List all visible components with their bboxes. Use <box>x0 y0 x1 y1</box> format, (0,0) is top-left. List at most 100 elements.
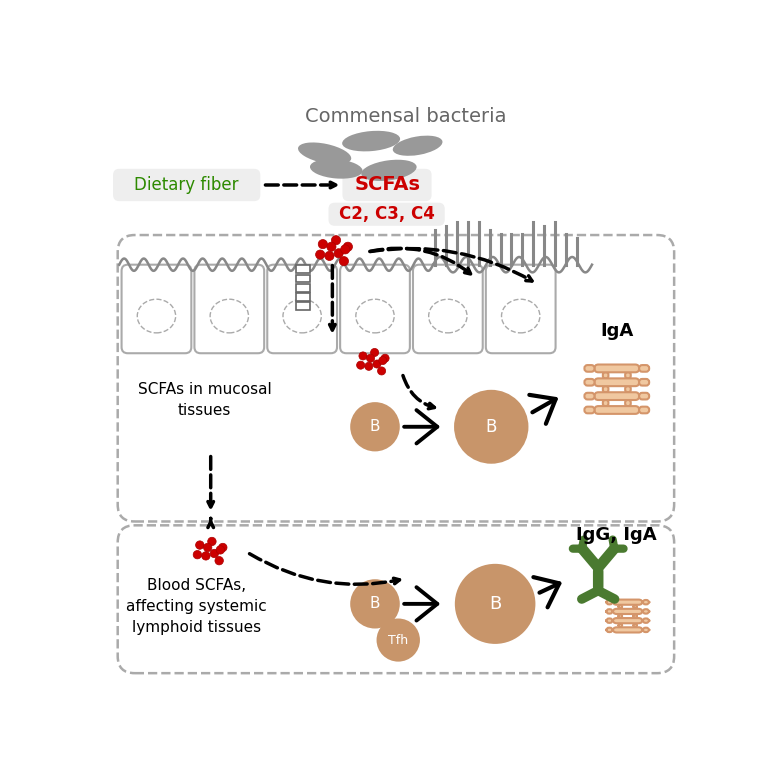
Circle shape <box>202 552 210 560</box>
Circle shape <box>378 367 386 375</box>
Circle shape <box>316 250 325 259</box>
FancyBboxPatch shape <box>603 386 608 392</box>
FancyBboxPatch shape <box>606 619 613 623</box>
Text: Tfh: Tfh <box>388 633 409 647</box>
FancyBboxPatch shape <box>634 605 637 609</box>
FancyBboxPatch shape <box>603 400 608 406</box>
Circle shape <box>341 245 350 254</box>
Circle shape <box>370 349 379 356</box>
FancyBboxPatch shape <box>329 203 445 226</box>
Circle shape <box>373 360 381 368</box>
Circle shape <box>356 361 365 370</box>
FancyBboxPatch shape <box>584 379 594 386</box>
FancyBboxPatch shape <box>584 365 594 372</box>
Bar <box>296 265 310 273</box>
Circle shape <box>343 242 353 251</box>
FancyBboxPatch shape <box>618 614 622 618</box>
FancyBboxPatch shape <box>643 619 649 623</box>
FancyBboxPatch shape <box>639 365 649 372</box>
FancyBboxPatch shape <box>625 400 631 406</box>
FancyBboxPatch shape <box>613 609 643 614</box>
Circle shape <box>216 545 224 554</box>
Bar <box>296 284 310 292</box>
Circle shape <box>350 402 400 451</box>
Circle shape <box>376 619 420 661</box>
FancyBboxPatch shape <box>340 265 410 353</box>
FancyBboxPatch shape <box>613 600 643 605</box>
FancyBboxPatch shape <box>194 265 264 353</box>
Circle shape <box>339 257 349 266</box>
Text: B: B <box>369 419 380 434</box>
Ellipse shape <box>310 159 362 179</box>
FancyBboxPatch shape <box>625 386 631 392</box>
Text: IgG, IgA: IgG, IgA <box>577 526 657 544</box>
FancyBboxPatch shape <box>413 265 483 353</box>
FancyBboxPatch shape <box>613 618 643 623</box>
FancyBboxPatch shape <box>639 379 649 386</box>
Circle shape <box>210 549 219 558</box>
FancyBboxPatch shape <box>618 623 622 627</box>
FancyBboxPatch shape <box>593 568 604 591</box>
Text: B: B <box>485 418 497 436</box>
Bar <box>296 293 310 301</box>
FancyBboxPatch shape <box>584 393 594 399</box>
Text: Blood SCFAs,
affecting systemic
lymphoid tissues: Blood SCFAs, affecting systemic lymphoid… <box>127 578 267 635</box>
Ellipse shape <box>298 142 351 164</box>
FancyBboxPatch shape <box>121 265 191 353</box>
Text: IgA: IgA <box>600 321 634 339</box>
Ellipse shape <box>392 135 442 156</box>
FancyBboxPatch shape <box>634 623 637 627</box>
FancyBboxPatch shape <box>606 609 613 614</box>
Circle shape <box>327 242 336 251</box>
Text: SCFAs: SCFAs <box>354 176 420 194</box>
Circle shape <box>359 352 367 360</box>
Circle shape <box>454 390 528 464</box>
Text: Commensal bacteria: Commensal bacteria <box>305 107 507 126</box>
Circle shape <box>381 354 389 363</box>
Ellipse shape <box>361 159 416 181</box>
Text: SCFAs in mucosal
tissues: SCFAs in mucosal tissues <box>137 382 271 418</box>
FancyBboxPatch shape <box>606 628 613 632</box>
Circle shape <box>194 551 202 559</box>
Circle shape <box>215 556 223 565</box>
Circle shape <box>455 564 535 644</box>
Circle shape <box>334 249 343 258</box>
FancyBboxPatch shape <box>634 614 637 618</box>
FancyBboxPatch shape <box>594 406 639 414</box>
FancyBboxPatch shape <box>606 600 613 605</box>
Text: B: B <box>489 595 502 613</box>
Circle shape <box>325 251 334 261</box>
Circle shape <box>207 538 216 545</box>
FancyBboxPatch shape <box>343 169 432 202</box>
Circle shape <box>204 543 212 552</box>
FancyBboxPatch shape <box>625 373 631 378</box>
Circle shape <box>196 541 204 549</box>
Bar <box>296 275 310 282</box>
FancyBboxPatch shape <box>639 407 649 413</box>
Text: Dietary fiber: Dietary fiber <box>134 176 239 194</box>
FancyBboxPatch shape <box>267 265 337 353</box>
Ellipse shape <box>343 131 400 152</box>
FancyBboxPatch shape <box>643 609 649 614</box>
FancyBboxPatch shape <box>594 392 639 400</box>
Bar <box>296 303 310 310</box>
FancyBboxPatch shape <box>603 373 608 378</box>
FancyBboxPatch shape <box>613 627 643 633</box>
FancyBboxPatch shape <box>584 407 594 413</box>
FancyBboxPatch shape <box>594 378 639 386</box>
Circle shape <box>332 236 341 245</box>
FancyBboxPatch shape <box>486 265 555 353</box>
Circle shape <box>350 580 400 629</box>
Circle shape <box>219 543 227 552</box>
FancyBboxPatch shape <box>594 365 639 373</box>
Circle shape <box>366 354 375 363</box>
FancyBboxPatch shape <box>639 393 649 399</box>
Circle shape <box>318 240 327 249</box>
FancyBboxPatch shape <box>643 628 649 632</box>
FancyBboxPatch shape <box>643 600 649 605</box>
FancyBboxPatch shape <box>113 169 260 202</box>
Circle shape <box>379 356 387 365</box>
Text: B: B <box>369 597 380 612</box>
Circle shape <box>365 363 373 370</box>
Text: C2, C3, C4: C2, C3, C4 <box>339 205 435 223</box>
